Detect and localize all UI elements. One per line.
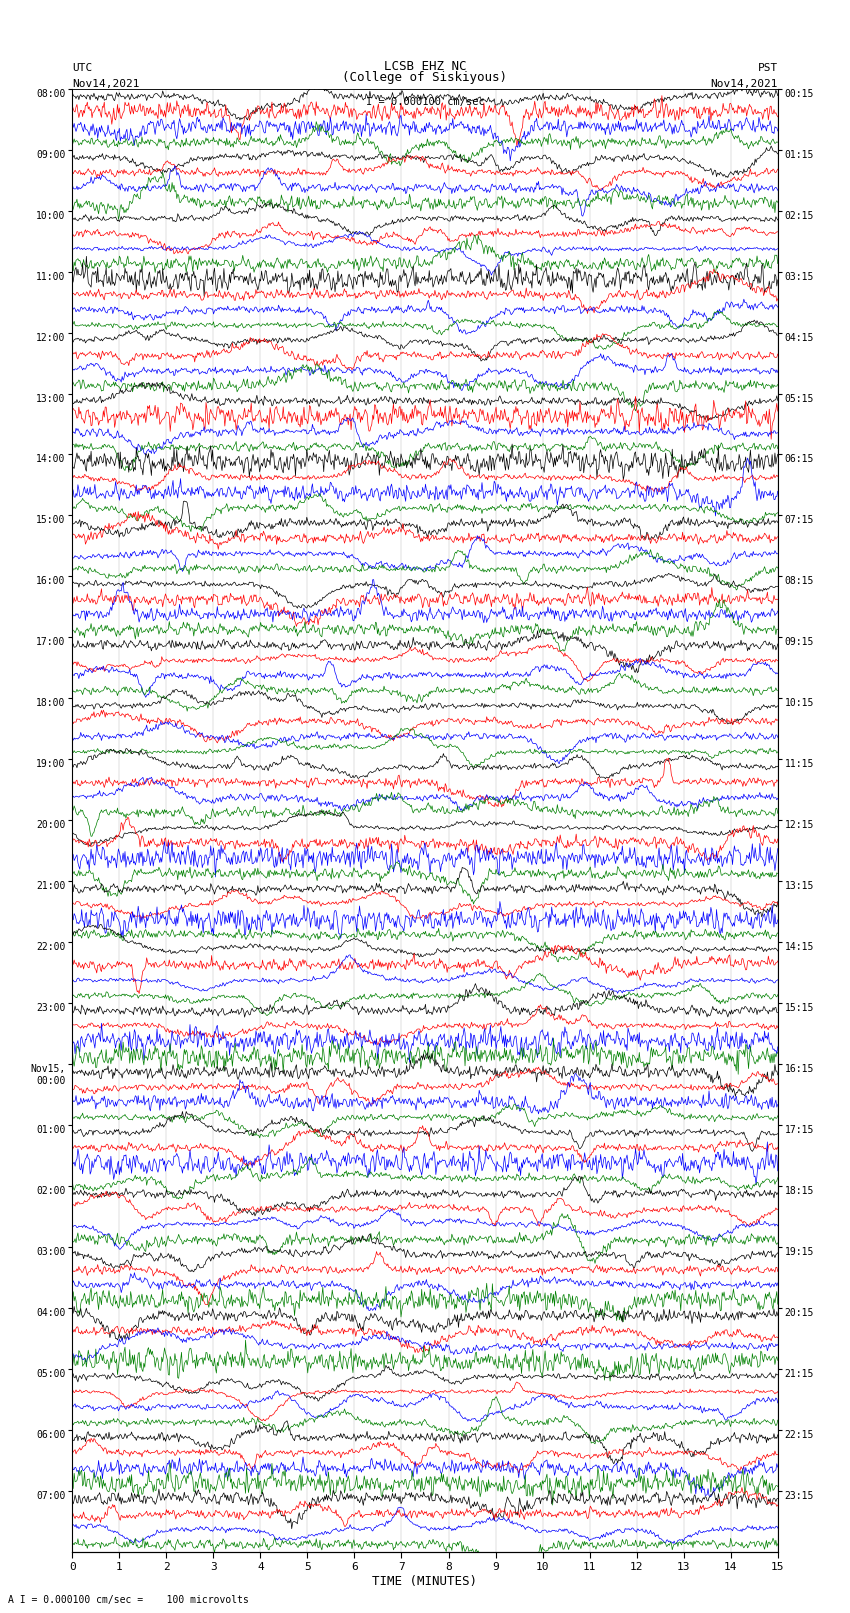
Text: UTC: UTC xyxy=(72,63,93,73)
Text: Nov14,2021: Nov14,2021 xyxy=(711,79,778,89)
X-axis label: TIME (MINUTES): TIME (MINUTES) xyxy=(372,1574,478,1587)
Text: PST: PST xyxy=(757,63,778,73)
Text: Nov14,2021: Nov14,2021 xyxy=(72,79,139,89)
Text: LCSB EHZ NC: LCSB EHZ NC xyxy=(383,60,467,73)
Text: A I = 0.000100 cm/sec =    100 microvolts: A I = 0.000100 cm/sec = 100 microvolts xyxy=(8,1595,249,1605)
Text: I = 0.000100 cm/sec: I = 0.000100 cm/sec xyxy=(366,97,484,106)
Text: (College of Siskiyous): (College of Siskiyous) xyxy=(343,71,507,84)
